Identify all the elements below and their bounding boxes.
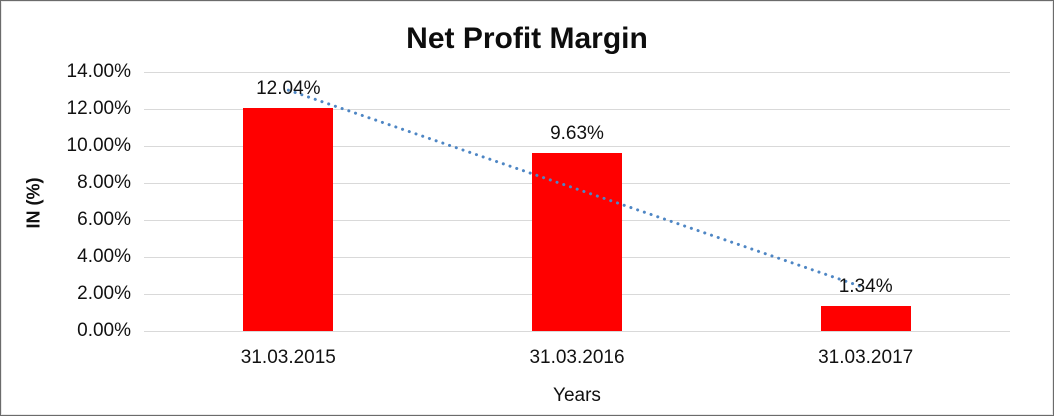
data-label: 9.63% [550, 122, 604, 144]
y-tick-label: 2.00% [77, 283, 131, 304]
y-tick-label: 14.00% [66, 61, 131, 82]
y-tick-label: 4.00% [77, 246, 131, 267]
y-tick-label: 6.00% [77, 209, 131, 230]
data-label: 1.34% [838, 276, 893, 298]
bar [532, 152, 622, 331]
data-label: 12.04% [256, 78, 321, 100]
y-axis-tick-labels: 14.00% 12.00% 10.00% 8.00% 6.00% 4.00% 2.00% 0.… [1, 61, 131, 341]
x-axis-title: Years [553, 385, 601, 406]
y-tick-label: 8.00% [77, 172, 131, 193]
x-tick-label: 31.03.2016 [529, 347, 625, 368]
y-tick-label: 12.00% [66, 98, 131, 119]
bar [820, 306, 911, 331]
x-axis-category-labels: 31.03.2015 31.03.2016 31.03.2017 [144, 347, 1010, 371]
y-tick-label: 10.00% [66, 135, 131, 156]
gridline [144, 72, 1010, 73]
gridline [144, 146, 1010, 147]
plot-area: 12.04% 9.63% 1.34% [144, 72, 1010, 332]
chart-title: Net Profit Margin [406, 22, 648, 55]
bar [243, 108, 334, 331]
y-tick-label: 0.00% [77, 320, 131, 341]
trendline [286, 88, 868, 290]
gridline [144, 331, 1010, 332]
x-tick-label: 31.03.2015 [240, 347, 336, 368]
gridline [144, 109, 1010, 110]
x-tick-label: 31.03.2017 [818, 347, 914, 368]
